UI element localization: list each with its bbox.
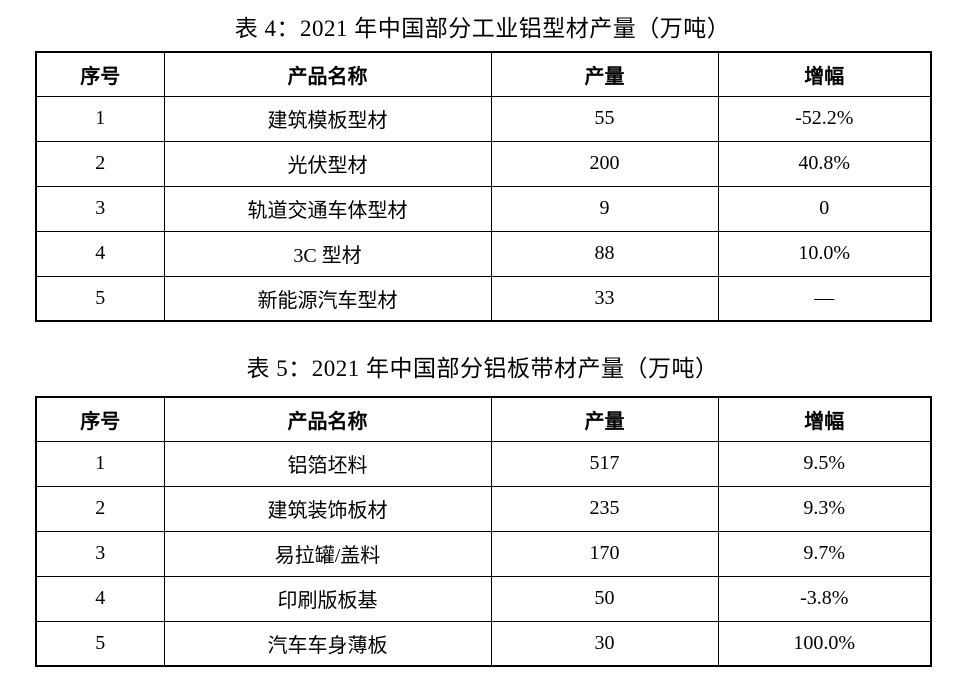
cell-index: 1 <box>35 440 165 487</box>
col-header-product-name: 产品名称 <box>163 51 492 97</box>
cell-growth: 9.7% <box>717 530 932 577</box>
cell-output: 517 <box>490 440 719 487</box>
cell-growth: -52.2% <box>717 95 932 142</box>
cell-output: 9 <box>490 185 719 232</box>
cell-product-name: 建筑模板型材 <box>163 95 492 142</box>
cell-product-name: 印刷版板基 <box>163 575 492 622</box>
cell-growth: — <box>717 275 932 322</box>
table-row: 1 铝箔坯料 517 9.5% <box>35 440 932 487</box>
col-header-growth: 增幅 <box>717 51 932 97</box>
col-header-output: 产量 <box>490 396 719 442</box>
cell-output: 30 <box>490 620 719 667</box>
cell-product-name: 汽车车身薄板 <box>163 620 492 667</box>
cell-output: 235 <box>490 485 719 532</box>
table-row: 5 新能源汽车型材 33 — <box>35 275 932 322</box>
cell-index: 1 <box>35 95 165 142</box>
table-row: 4 3C 型材 88 10.0% <box>35 230 932 277</box>
table-row: 5 汽车车身薄板 30 100.0% <box>35 620 932 667</box>
cell-index: 2 <box>35 485 165 532</box>
col-header-product-name: 产品名称 <box>163 396 492 442</box>
table-row: 3 轨道交通车体型材 9 0 <box>35 185 932 232</box>
cell-index: 3 <box>35 530 165 577</box>
cell-index: 4 <box>35 575 165 622</box>
table-row: 1 建筑模板型材 55 -52.2% <box>35 95 932 142</box>
cell-growth: 40.8% <box>717 140 932 187</box>
col-header-output: 产量 <box>490 51 719 97</box>
cell-product-name: 新能源汽车型材 <box>163 275 492 322</box>
cell-output: 170 <box>490 530 719 577</box>
cell-product-name: 3C 型材 <box>163 230 492 277</box>
cell-growth: 100.0% <box>717 620 932 667</box>
cell-index: 2 <box>35 140 165 187</box>
cell-index: 5 <box>35 620 165 667</box>
cell-output: 55 <box>490 95 719 142</box>
table5-header-row: 序号 产品名称 产量 增幅 <box>35 396 932 442</box>
col-header-index: 序号 <box>35 51 165 97</box>
cell-growth: -3.8% <box>717 575 932 622</box>
cell-product-name: 铝箔坯料 <box>163 440 492 487</box>
cell-growth: 10.0% <box>717 230 932 277</box>
col-header-index: 序号 <box>35 396 165 442</box>
table-row: 2 光伏型材 200 40.8% <box>35 140 932 187</box>
table4-header-row: 序号 产品名称 产量 增幅 <box>35 51 932 97</box>
cell-product-name: 建筑装饰板材 <box>163 485 492 532</box>
table4-title: 表 4：2021 年中国部分工业铝型材产量（万吨） <box>234 16 731 41</box>
cell-output: 88 <box>490 230 719 277</box>
cell-output: 200 <box>490 140 719 187</box>
table5-aluminum-sheet-strip: 序号 产品名称 产量 增幅 1 铝箔坯料 517 9.5% 2 建筑装饰板材 2… <box>35 396 932 667</box>
cell-output: 33 <box>490 275 719 322</box>
cell-growth: 0 <box>717 185 932 232</box>
cell-growth: 9.5% <box>717 440 932 487</box>
col-header-growth: 增幅 <box>717 396 932 442</box>
cell-output: 50 <box>490 575 719 622</box>
cell-index: 4 <box>35 230 165 277</box>
cell-product-name: 光伏型材 <box>163 140 492 187</box>
table4-industrial-aluminum-profiles: 序号 产品名称 产量 增幅 1 建筑模板型材 55 -52.2% 2 光伏型材 … <box>35 51 932 322</box>
table-row: 3 易拉罐/盖料 170 9.7% <box>35 530 932 577</box>
table5-title: 表 5：2021 年中国部分铝板带材产量（万吨） <box>246 356 719 381</box>
table-row: 2 建筑装饰板材 235 9.3% <box>35 485 932 532</box>
cell-product-name: 易拉罐/盖料 <box>163 530 492 577</box>
cell-product-name: 轨道交通车体型材 <box>163 185 492 232</box>
table-row: 4 印刷版板基 50 -3.8% <box>35 575 932 622</box>
cell-growth: 9.3% <box>717 485 932 532</box>
cell-index: 5 <box>35 275 165 322</box>
cell-index: 3 <box>35 185 165 232</box>
